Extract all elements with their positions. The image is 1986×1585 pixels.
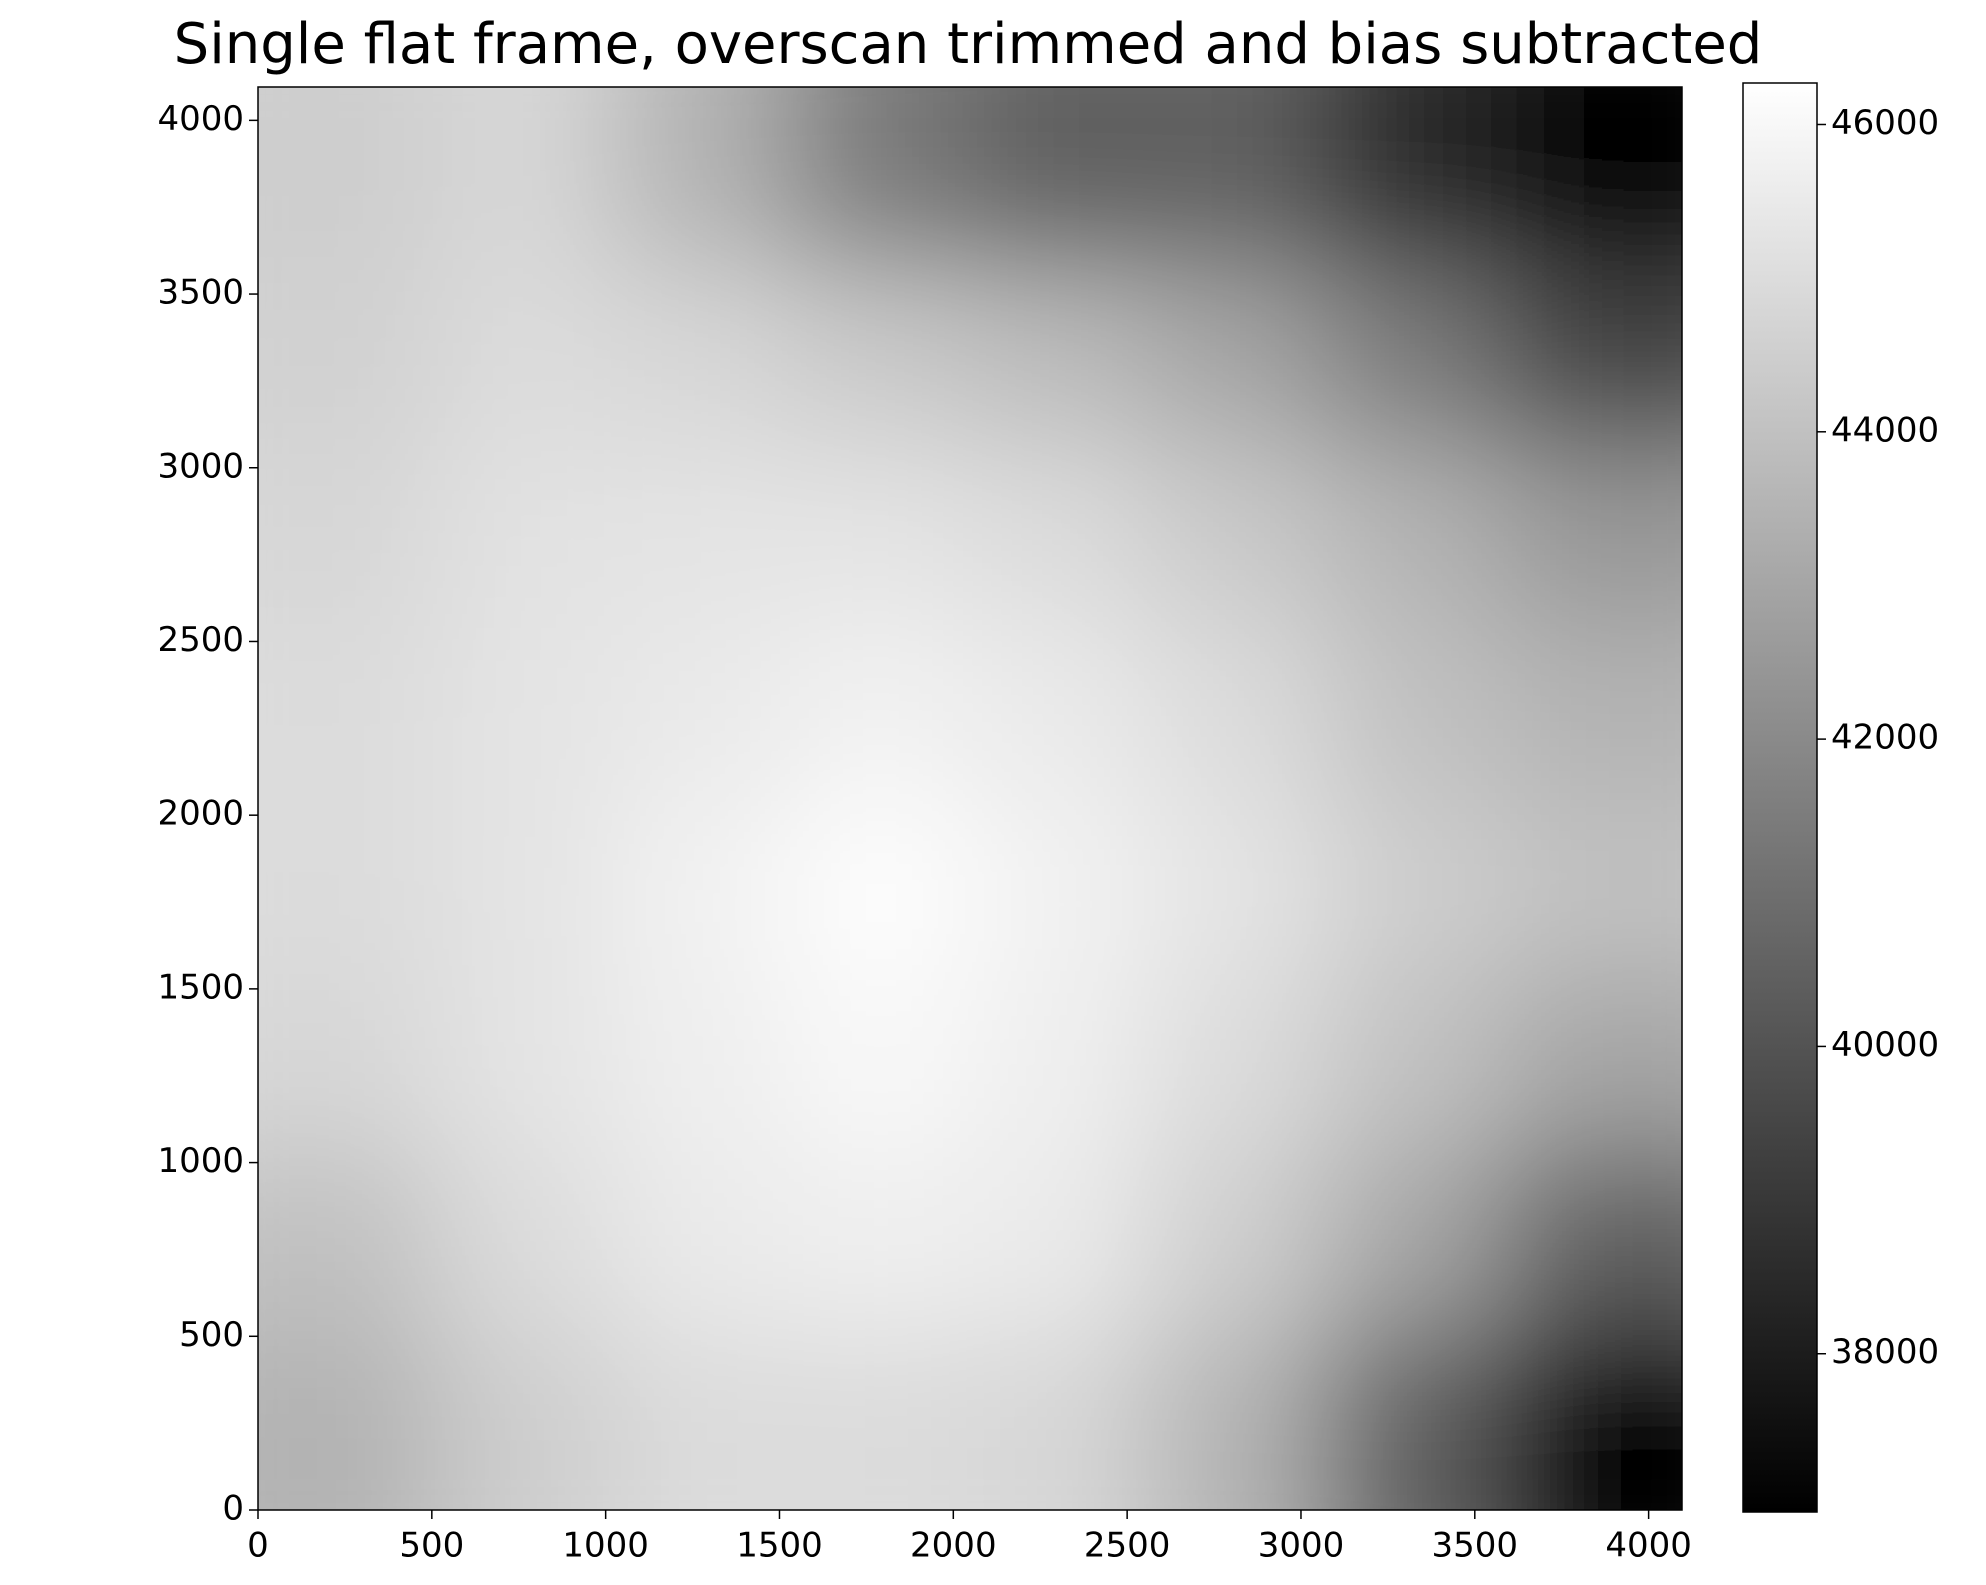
image-cell [1504, 87, 1682, 266]
axes-frame [257, 86, 1683, 1511]
image-cell [258, 798, 437, 977]
y-tick-label: 500 [179, 1315, 244, 1355]
image-cell [1504, 264, 1682, 444]
x-tick-label: 0 [247, 1526, 269, 1566]
image-cell [1504, 976, 1682, 1155]
image-cell [792, 798, 971, 977]
image-cell [792, 1332, 971, 1510]
image-cell [1504, 442, 1682, 622]
image-cell [614, 264, 793, 444]
image-cell [792, 442, 971, 622]
image-cell [1326, 442, 1505, 622]
image-cell [1504, 798, 1682, 977]
image-cell [792, 264, 971, 444]
y-tick-label: 2500 [157, 620, 244, 660]
colorbar-tick-label: 38000 [1831, 1332, 1939, 1372]
colorbar-tick-label: 42000 [1831, 718, 1939, 758]
image-cell [1148, 976, 1327, 1155]
image-cell [1148, 442, 1327, 622]
colorbar-tick-label: 44000 [1831, 410, 1939, 450]
image-cell [1148, 1332, 1327, 1510]
chart-title: Single flat frame, overscan trimmed and … [174, 12, 1763, 77]
x-tick-label: 3500 [1432, 1526, 1519, 1566]
image [258, 87, 1682, 1510]
x-tick-label: 3000 [1258, 1526, 1345, 1566]
image-cell [258, 1154, 437, 1333]
image-cell [792, 1154, 971, 1333]
image-cell [614, 620, 793, 799]
y-tick-label: 1000 [157, 1141, 244, 1181]
x-tick-label: 1000 [562, 1526, 649, 1566]
image-cell [436, 620, 615, 799]
image-cell [1148, 798, 1327, 977]
x-tick-label: 2500 [1084, 1526, 1171, 1566]
image-cell [1326, 87, 1505, 266]
image-cell [970, 1332, 1149, 1510]
image-cell [1148, 87, 1327, 266]
y-tick-label: 1500 [157, 967, 244, 1007]
image-cell [1148, 264, 1327, 444]
image-cell [1326, 264, 1505, 444]
image-cell [970, 976, 1149, 1155]
image-cell [1504, 1154, 1682, 1333]
image-cell [792, 87, 971, 266]
image-cell [258, 264, 437, 444]
x-tick-label: 4000 [1605, 1526, 1692, 1566]
image-area [258, 87, 1682, 1510]
image-cell [614, 1332, 793, 1510]
image-cell [436, 976, 615, 1155]
image-cell [970, 87, 1149, 266]
image-cell [436, 1154, 615, 1333]
image-cell [1326, 976, 1505, 1155]
y-tick-label: 0 [222, 1489, 244, 1529]
image-cell [1326, 798, 1505, 977]
y-tick-label: 2000 [157, 794, 244, 834]
image-cell [614, 798, 793, 977]
image-cell [970, 620, 1149, 799]
image-cell [436, 87, 615, 266]
image-cell [258, 1332, 437, 1510]
image-cell [1148, 1154, 1327, 1333]
image-cell [970, 1154, 1149, 1333]
image-cell [970, 442, 1149, 622]
image-cell [614, 442, 793, 622]
image-cell [1326, 620, 1505, 799]
y-tick-label: 4000 [157, 99, 244, 139]
image-cell [792, 620, 971, 799]
image-cell [436, 1332, 615, 1510]
image-cell [792, 976, 971, 1155]
image-cell [1326, 1154, 1505, 1333]
image-cell [1326, 1332, 1505, 1510]
x-tick-label: 1500 [736, 1526, 823, 1566]
x-tick-label: 500 [399, 1526, 464, 1566]
image-cell [258, 87, 437, 266]
image-cell [258, 976, 437, 1155]
image-cell [436, 798, 615, 977]
image-cell [970, 798, 1149, 977]
y-tick-label: 3500 [157, 273, 244, 313]
image-cell [1504, 1332, 1682, 1510]
image-cell [436, 264, 615, 444]
x-tick-label: 2000 [910, 1526, 997, 1566]
colorbar-tick-label: 40000 [1831, 1025, 1939, 1065]
image-cell [1148, 620, 1327, 799]
image-cell [970, 264, 1149, 444]
colorbar [1742, 82, 1818, 1513]
image-cell [614, 87, 793, 266]
colorbar-tick-label: 46000 [1831, 103, 1939, 143]
y-tick-label: 3000 [157, 446, 244, 486]
image-cell [614, 1154, 793, 1333]
image-cell [1504, 620, 1682, 799]
image-cell [258, 442, 437, 622]
image-cell [258, 620, 437, 799]
image-cell [614, 976, 793, 1155]
image-cell [436, 442, 615, 622]
